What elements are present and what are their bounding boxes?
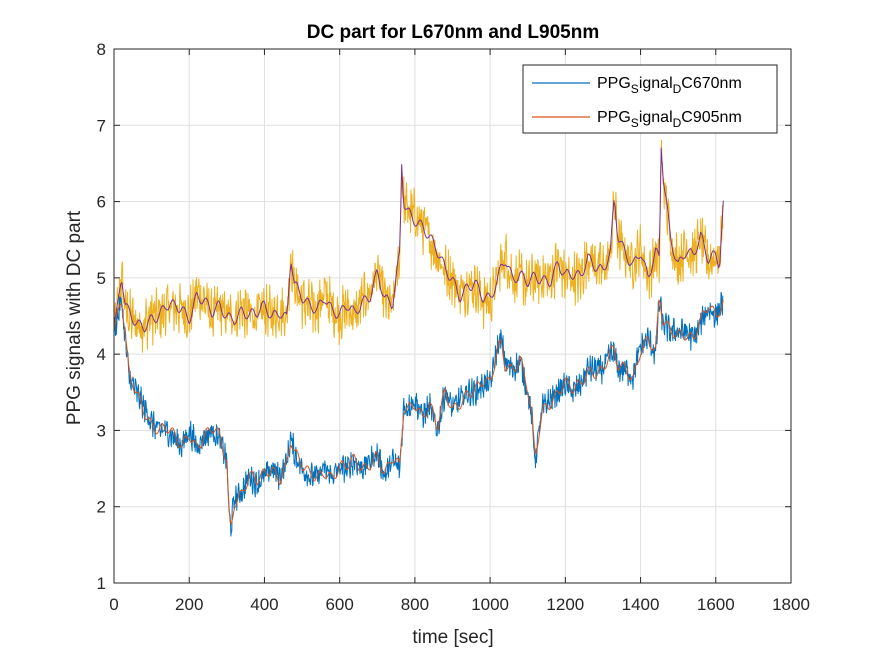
axes-box — [113, 48, 792, 584]
y-tick-label: 6 — [97, 193, 106, 212]
chart-title: DC part for L670nm and L905nm — [307, 22, 599, 43]
x-axis-label: time [sec] — [412, 627, 493, 648]
legend-entry-670: PPGSignalDC670nm — [597, 75, 742, 96]
data-series — [113, 139, 724, 537]
series-filtered-line-PPG_Signal_DC905nm — [113, 147, 724, 333]
series-line-PPG_Signal_DC670nm — [113, 291, 724, 537]
x-tick-label: 1600 — [697, 595, 735, 614]
y-tick-label: 5 — [97, 269, 106, 288]
y-tick-label: 4 — [97, 345, 106, 364]
y-tick-label: 1 — [97, 574, 106, 593]
x-tick-label: 600 — [325, 595, 353, 614]
x-tick-label: 1800 — [772, 595, 810, 614]
x-tick-label: 1000 — [471, 595, 509, 614]
ticks: 0 200 400 600 800 1000 1200 1400 1600 1800 1 2 3 4 5 6 7… — [97, 40, 810, 614]
x-tick-label: 0 — [109, 595, 118, 614]
y-tick-label: 8 — [97, 40, 106, 59]
x-tick-label: 800 — [401, 595, 429, 614]
x-tick-label: 200 — [175, 595, 203, 614]
x-tick-label: 1400 — [622, 595, 660, 614]
y-tick-label: 2 — [97, 498, 106, 517]
legend-entry-905: PPGSignalDC905nm — [597, 109, 742, 130]
x-tick-label: 1200 — [546, 595, 584, 614]
series-filtered-line-PPG_Signal_DC670nm — [113, 299, 724, 525]
legend: PPGSignalDC670nm PPGSignalDC905nm — [522, 64, 778, 134]
y-tick-label: 7 — [97, 116, 106, 135]
legend-box — [522, 64, 778, 134]
x-tick-label: 400 — [250, 595, 278, 614]
y-tick-label: 3 — [97, 421, 106, 440]
y-axis-label: PPG signals with DC part — [64, 210, 85, 425]
